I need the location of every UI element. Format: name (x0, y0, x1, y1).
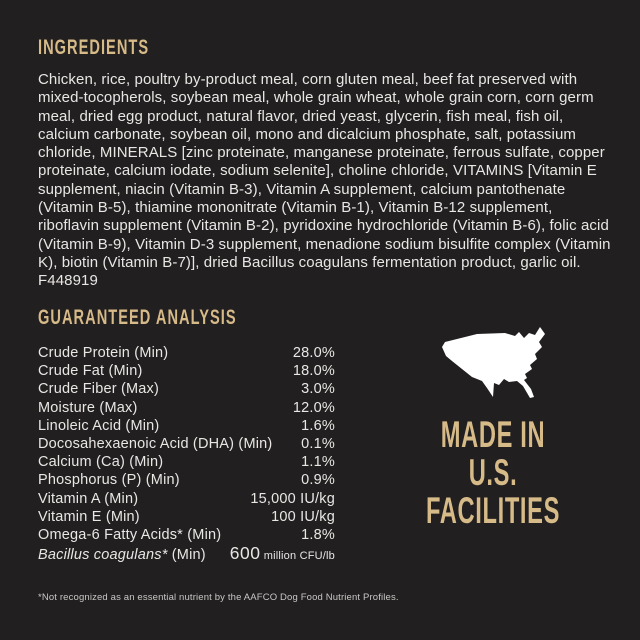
analysis-value: 15,000 IU/kg (250, 490, 335, 507)
analysis-row: Crude Fat (Min) 18.0% (38, 362, 335, 380)
usa-map-icon (442, 327, 545, 398)
analysis-row: Moisture (Max) 12.0% (38, 399, 335, 417)
analysis-row: Phosphorus (P) (Min) 0.9% (38, 471, 335, 489)
bacillus-value-unit: million CFU/lb (260, 550, 335, 563)
analysis-row: Docosahexaenoic Acid (DHA) (Min) 0.1% (38, 435, 335, 453)
made-in-us-block: MADE IN U.S. FACILITIES (353, 323, 633, 530)
analysis-row: Vitamin A (Min) 15,000 IU/kg (38, 490, 335, 508)
made-in-line-3: FACILITIES (425, 490, 561, 531)
made-in-text: MADE IN U.S. FACILITIES (403, 416, 582, 530)
analysis-row: Linoleic Acid (Min) 1.6% (38, 417, 335, 435)
bacillus-label-suffix: (Min) (167, 547, 206, 564)
aafco-footnote: *Not recognized as an essential nutrient… (38, 592, 399, 603)
analysis-value: 0.9% (301, 472, 335, 489)
guaranteed-analysis-table: Crude Protein (Min) 28.0% Crude Fat (Min… (38, 344, 335, 565)
analysis-value: 3.0% (301, 381, 335, 398)
analysis-label: Omega-6 Fatty Acids* (Min) (38, 526, 222, 543)
analysis-value: 1.6% (301, 417, 335, 434)
made-in-line-1: MADE IN (440, 414, 546, 455)
bacillus-species-name: Bacillus coagulans* (38, 547, 168, 564)
analysis-row: Calcium (Ca) (Min) 1.1% (38, 453, 335, 471)
analysis-label: Calcium (Ca) (Min) (38, 454, 164, 471)
analysis-value: 12.0% (292, 399, 335, 416)
analysis-label: Linoleic Acid (Min) (38, 417, 160, 434)
analysis-value: 600 million CFU/lb (230, 544, 335, 565)
analysis-value: 1.8% (301, 526, 335, 543)
analysis-label: Bacillus coagulans* (Min) (38, 546, 206, 564)
analysis-label: Phosphorus (P) (Min) (38, 472, 180, 489)
analysis-row-bacillus: Bacillus coagulans* (Min) 600 million CF… (38, 544, 335, 565)
made-in-line-2: U.S. (468, 452, 518, 493)
analysis-label: Crude Fat (Min) (38, 363, 143, 380)
analysis-label: Vitamin A (Min) (38, 490, 139, 507)
analysis-label: Crude Fiber (Max) (38, 381, 160, 398)
bacillus-value-number: 600 (229, 543, 261, 564)
ingredients-text: Chicken, rice, poultry by-product meal, … (38, 71, 611, 290)
analysis-row: Vitamin E (Min) 100 IU/kg (38, 508, 335, 526)
analysis-value: 1.1% (301, 454, 335, 471)
guaranteed-analysis-heading: GUARANTEED ANALYSIS (38, 305, 237, 329)
analysis-label: Docosahexaenoic Acid (DHA) (Min) (38, 435, 273, 452)
analysis-label: Crude Protein (Min) (38, 345, 169, 361)
analysis-value: 18.0% (292, 363, 335, 380)
analysis-row: Omega-6 Fatty Acids* (Min) 1.8% (38, 526, 335, 544)
analysis-value: 0.1% (301, 435, 335, 452)
analysis-label: Moisture (Max) (38, 399, 138, 416)
analysis-row: Crude Protein (Min) 28.0% (38, 344, 335, 362)
analysis-row: Crude Fiber (Max) 3.0% (38, 380, 335, 398)
analysis-value: 28.0% (292, 345, 335, 361)
analysis-label: Vitamin E (Min) (38, 508, 140, 525)
analysis-value: 100 IU/kg (271, 508, 335, 525)
ingredients-heading: INGREDIENTS (38, 35, 150, 59)
